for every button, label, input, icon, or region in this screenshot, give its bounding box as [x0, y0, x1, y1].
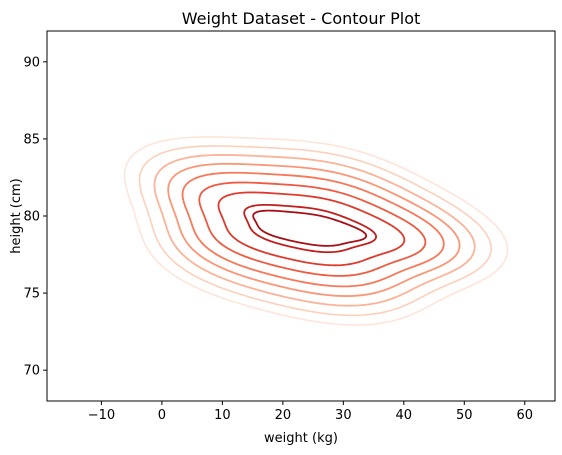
chart-title: Weight Dataset - Contour Plot — [182, 9, 421, 28]
y-tick-label: 80 — [23, 210, 40, 225]
contour-line-level-6 — [198, 181, 427, 277]
x-axis: −10 0 10 20 30 40 50 60 — [88, 401, 533, 423]
x-tick-label: 40 — [396, 408, 413, 423]
x-tick-label: 10 — [214, 408, 231, 423]
x-tick-label: 50 — [456, 408, 473, 423]
x-tick-label: 20 — [275, 408, 292, 423]
contour-line-level-2 — [138, 145, 492, 317]
contour-line-level-3 — [153, 154, 476, 307]
contour-line-level-5 — [181, 171, 445, 288]
x-tick-label: −10 — [88, 408, 115, 423]
x-tick-label: 30 — [335, 408, 352, 423]
contour-line-level-9 — [252, 209, 368, 247]
y-tick-label: 85 — [23, 132, 40, 147]
x-tick-label: 0 — [158, 408, 166, 423]
x-axis-title: weight (kg) — [264, 431, 338, 446]
y-tick-label: 75 — [23, 287, 40, 302]
contour-line-level-8 — [243, 203, 377, 254]
contour-layer — [123, 136, 509, 326]
y-axis: 70 75 80 85 90 — [23, 55, 47, 379]
contour-line-level-4 — [167, 162, 461, 297]
contour-line-level-7 — [217, 191, 406, 267]
x-tick-label: 60 — [516, 408, 533, 423]
contour-line-level-1 — [123, 136, 509, 326]
y-axis-title: height (cm) — [9, 178, 24, 254]
y-tick-label: 70 — [23, 364, 40, 379]
plot-frame — [46, 30, 556, 402]
y-tick-label: 90 — [23, 55, 40, 70]
